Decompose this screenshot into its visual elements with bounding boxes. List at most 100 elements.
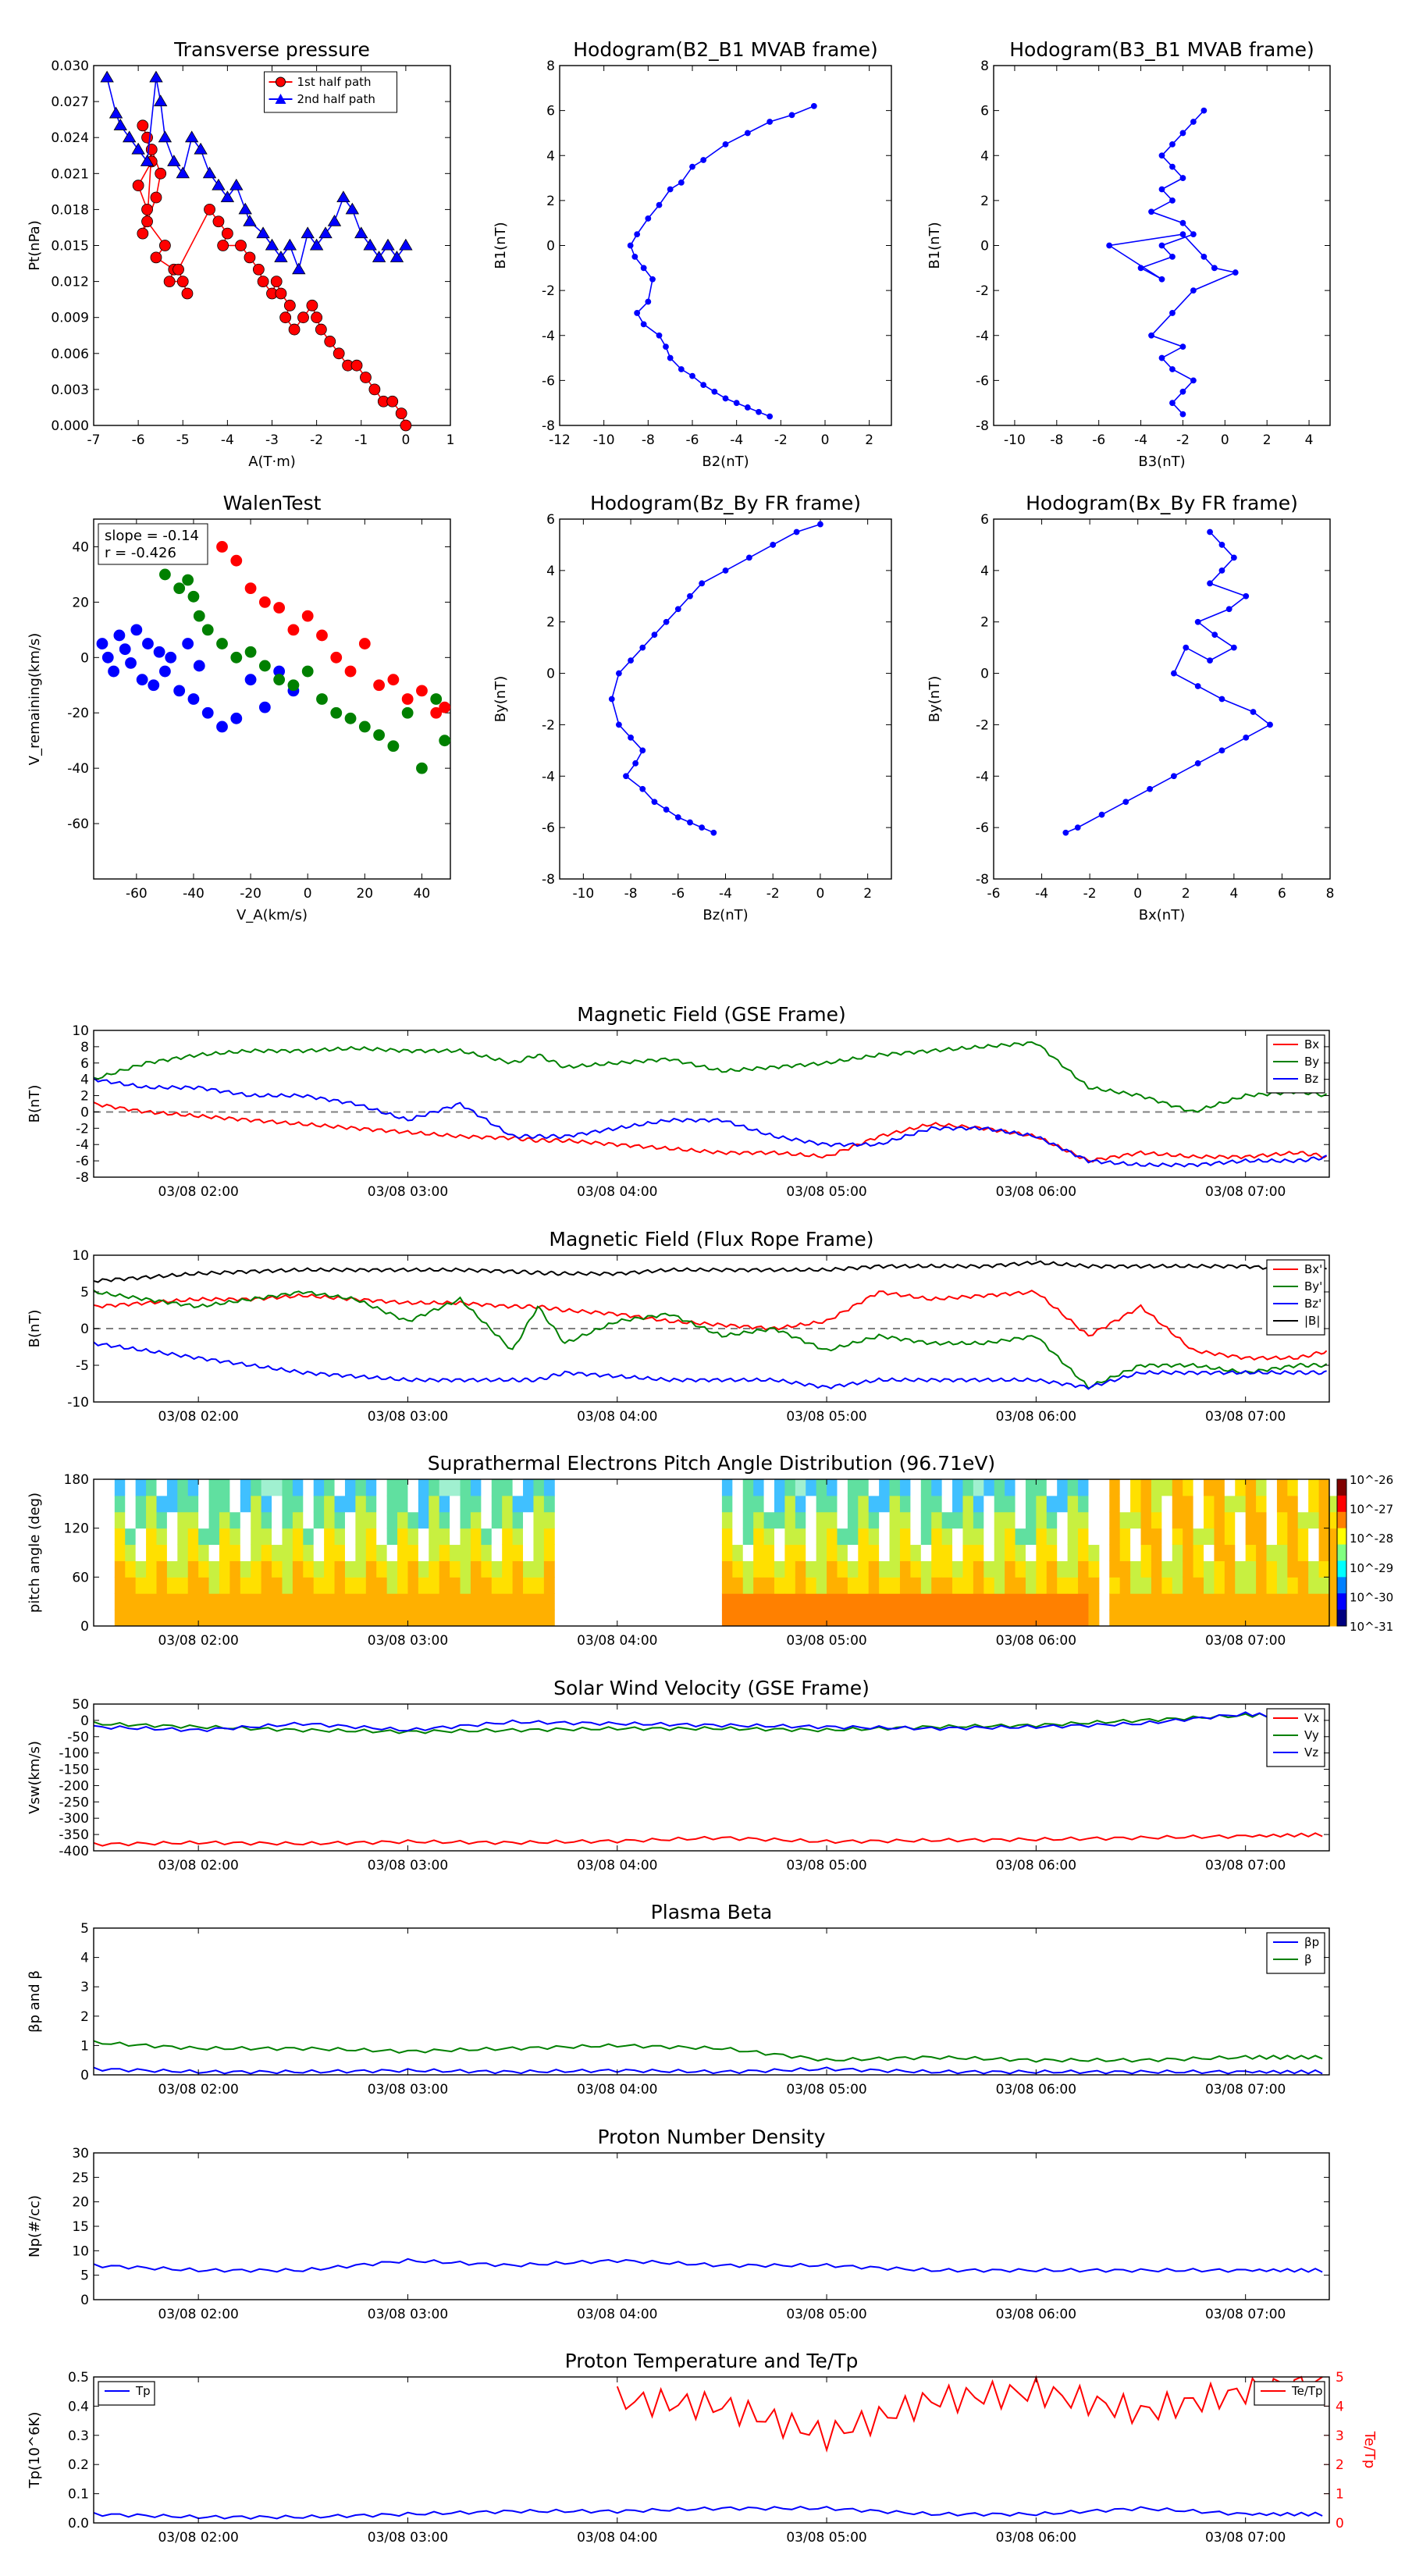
heatmap-cell xyxy=(721,1528,733,1546)
heatmap-cell xyxy=(1204,1511,1215,1529)
data-point xyxy=(158,130,173,143)
plot-frame xyxy=(559,65,892,426)
heatmap-cell xyxy=(114,1577,126,1594)
x-tick-label: 03/08 07:00 xyxy=(1205,1184,1286,1200)
heatmap-cell xyxy=(1067,1544,1079,1561)
heatmap-cell xyxy=(282,1593,293,1610)
heatmap-cell xyxy=(229,1528,241,1546)
heatmap-cell xyxy=(502,1577,514,1594)
data-point xyxy=(631,254,638,260)
heatmap-cell xyxy=(187,1577,199,1594)
data-point xyxy=(150,191,162,204)
heatmap-cell xyxy=(146,1577,157,1594)
heatmap-cell xyxy=(1015,1610,1026,1627)
data-point xyxy=(387,674,400,686)
heatmap-cell xyxy=(208,1479,220,1496)
data-point xyxy=(1194,760,1201,767)
data-point xyxy=(744,404,751,411)
data-point xyxy=(372,251,386,262)
heatmap-cell xyxy=(1193,1528,1204,1546)
data-point xyxy=(311,311,323,324)
heatmap-cell xyxy=(816,1577,827,1594)
heatmap-cell xyxy=(543,1560,555,1578)
heatmap-cell xyxy=(135,1593,147,1610)
heatmap-cell xyxy=(198,1544,210,1561)
data-point xyxy=(306,299,318,311)
data-point xyxy=(1062,829,1069,836)
heatmap-cell xyxy=(721,1560,733,1578)
x-tick-label: 1 xyxy=(446,432,455,448)
data-point xyxy=(230,651,243,664)
heatmap-cell xyxy=(1256,1610,1268,1627)
heatmap-cell xyxy=(450,1560,461,1578)
heatmap-cell xyxy=(1204,1544,1215,1561)
heatmap-cell xyxy=(334,1610,346,1627)
heatmap-cell xyxy=(450,1610,461,1627)
heatmap-cell xyxy=(512,1560,524,1578)
heatmap-cell xyxy=(1214,1544,1225,1561)
heatmap-cell xyxy=(135,1495,147,1513)
data-point xyxy=(401,693,414,705)
data-point xyxy=(140,155,155,166)
heatmap-cell xyxy=(491,1577,503,1594)
heatmap-cell xyxy=(910,1610,922,1627)
heatmap-cell xyxy=(742,1479,754,1496)
heatmap-cell xyxy=(1036,1495,1048,1513)
heatmap-cell xyxy=(523,1544,534,1561)
heatmap-cell xyxy=(177,1544,189,1561)
heatmap-cell xyxy=(146,1610,157,1627)
y-tick-label-right: 5 xyxy=(1336,2370,1344,2386)
heatmap-cell xyxy=(795,1544,806,1561)
heatmap-cell xyxy=(355,1528,367,1546)
heatmap-cell xyxy=(166,1511,178,1529)
heatmap-cell xyxy=(868,1495,880,1513)
y-tick-label: -300 xyxy=(59,1811,89,1827)
heatmap-cell xyxy=(429,1593,440,1610)
heatmap-cell xyxy=(481,1610,493,1627)
data-point xyxy=(220,190,235,203)
x-tick-label: 03/08 04:00 xyxy=(577,1858,657,1873)
colorbar-label: 10^-28 xyxy=(1350,1532,1393,1546)
x-tick-label: 03/08 02:00 xyxy=(158,1633,238,1649)
heatmap-cell xyxy=(470,1560,482,1578)
data-point xyxy=(1169,400,1176,407)
heatmap-cell xyxy=(219,1479,230,1496)
y-tick-label: 10 xyxy=(72,1023,89,1039)
y-axis-label-right: Te/Tp xyxy=(1361,2431,1378,2469)
heatmap-cell xyxy=(439,1610,450,1627)
chart-title: Hodogram(Bz_By FR frame) xyxy=(590,492,861,514)
heatmap-cell xyxy=(1235,1479,1247,1496)
heatmap-cell xyxy=(1276,1610,1288,1627)
heatmap-cell xyxy=(355,1479,367,1496)
x-tick-label: 03/08 06:00 xyxy=(996,2082,1076,2097)
legend-label: 2nd half path xyxy=(297,92,375,106)
heatmap-cell xyxy=(282,1610,293,1627)
heatmap-cell xyxy=(1057,1511,1069,1529)
heatmap-cell xyxy=(1245,1479,1257,1496)
heatmap-cell xyxy=(879,1495,891,1513)
data-point xyxy=(279,311,292,324)
heatmap-cell xyxy=(219,1610,230,1627)
chart-panel-8: Suprathermal Electrons Pitch Angle Distr… xyxy=(27,1452,1393,1649)
heatmap-cell xyxy=(292,1528,304,1546)
heatmap-cell xyxy=(355,1495,367,1513)
heatmap-cell xyxy=(1067,1560,1079,1578)
heatmap-cell xyxy=(272,1593,283,1610)
legend-label: |B| xyxy=(1304,1314,1320,1328)
heatmap-cell xyxy=(512,1495,524,1513)
legend-box xyxy=(264,71,397,113)
heatmap-cell xyxy=(847,1593,859,1610)
data-point xyxy=(258,596,271,608)
heatmap-cell xyxy=(397,1495,408,1513)
heatmap-cell xyxy=(984,1610,995,1627)
heatmap-cell xyxy=(187,1593,199,1610)
heatmap-cell xyxy=(1266,1560,1278,1578)
heatmap-cell xyxy=(365,1610,377,1627)
y-tick-label: -40 xyxy=(67,761,89,777)
data-point xyxy=(221,227,233,240)
heatmap-cell xyxy=(1078,1544,1089,1561)
heatmap-cell xyxy=(1318,1560,1330,1578)
y-tick-label: -8 xyxy=(976,872,989,888)
x-tick-label: 03/08 04:00 xyxy=(577,1409,657,1425)
y-tick-label: 4 xyxy=(980,564,989,579)
